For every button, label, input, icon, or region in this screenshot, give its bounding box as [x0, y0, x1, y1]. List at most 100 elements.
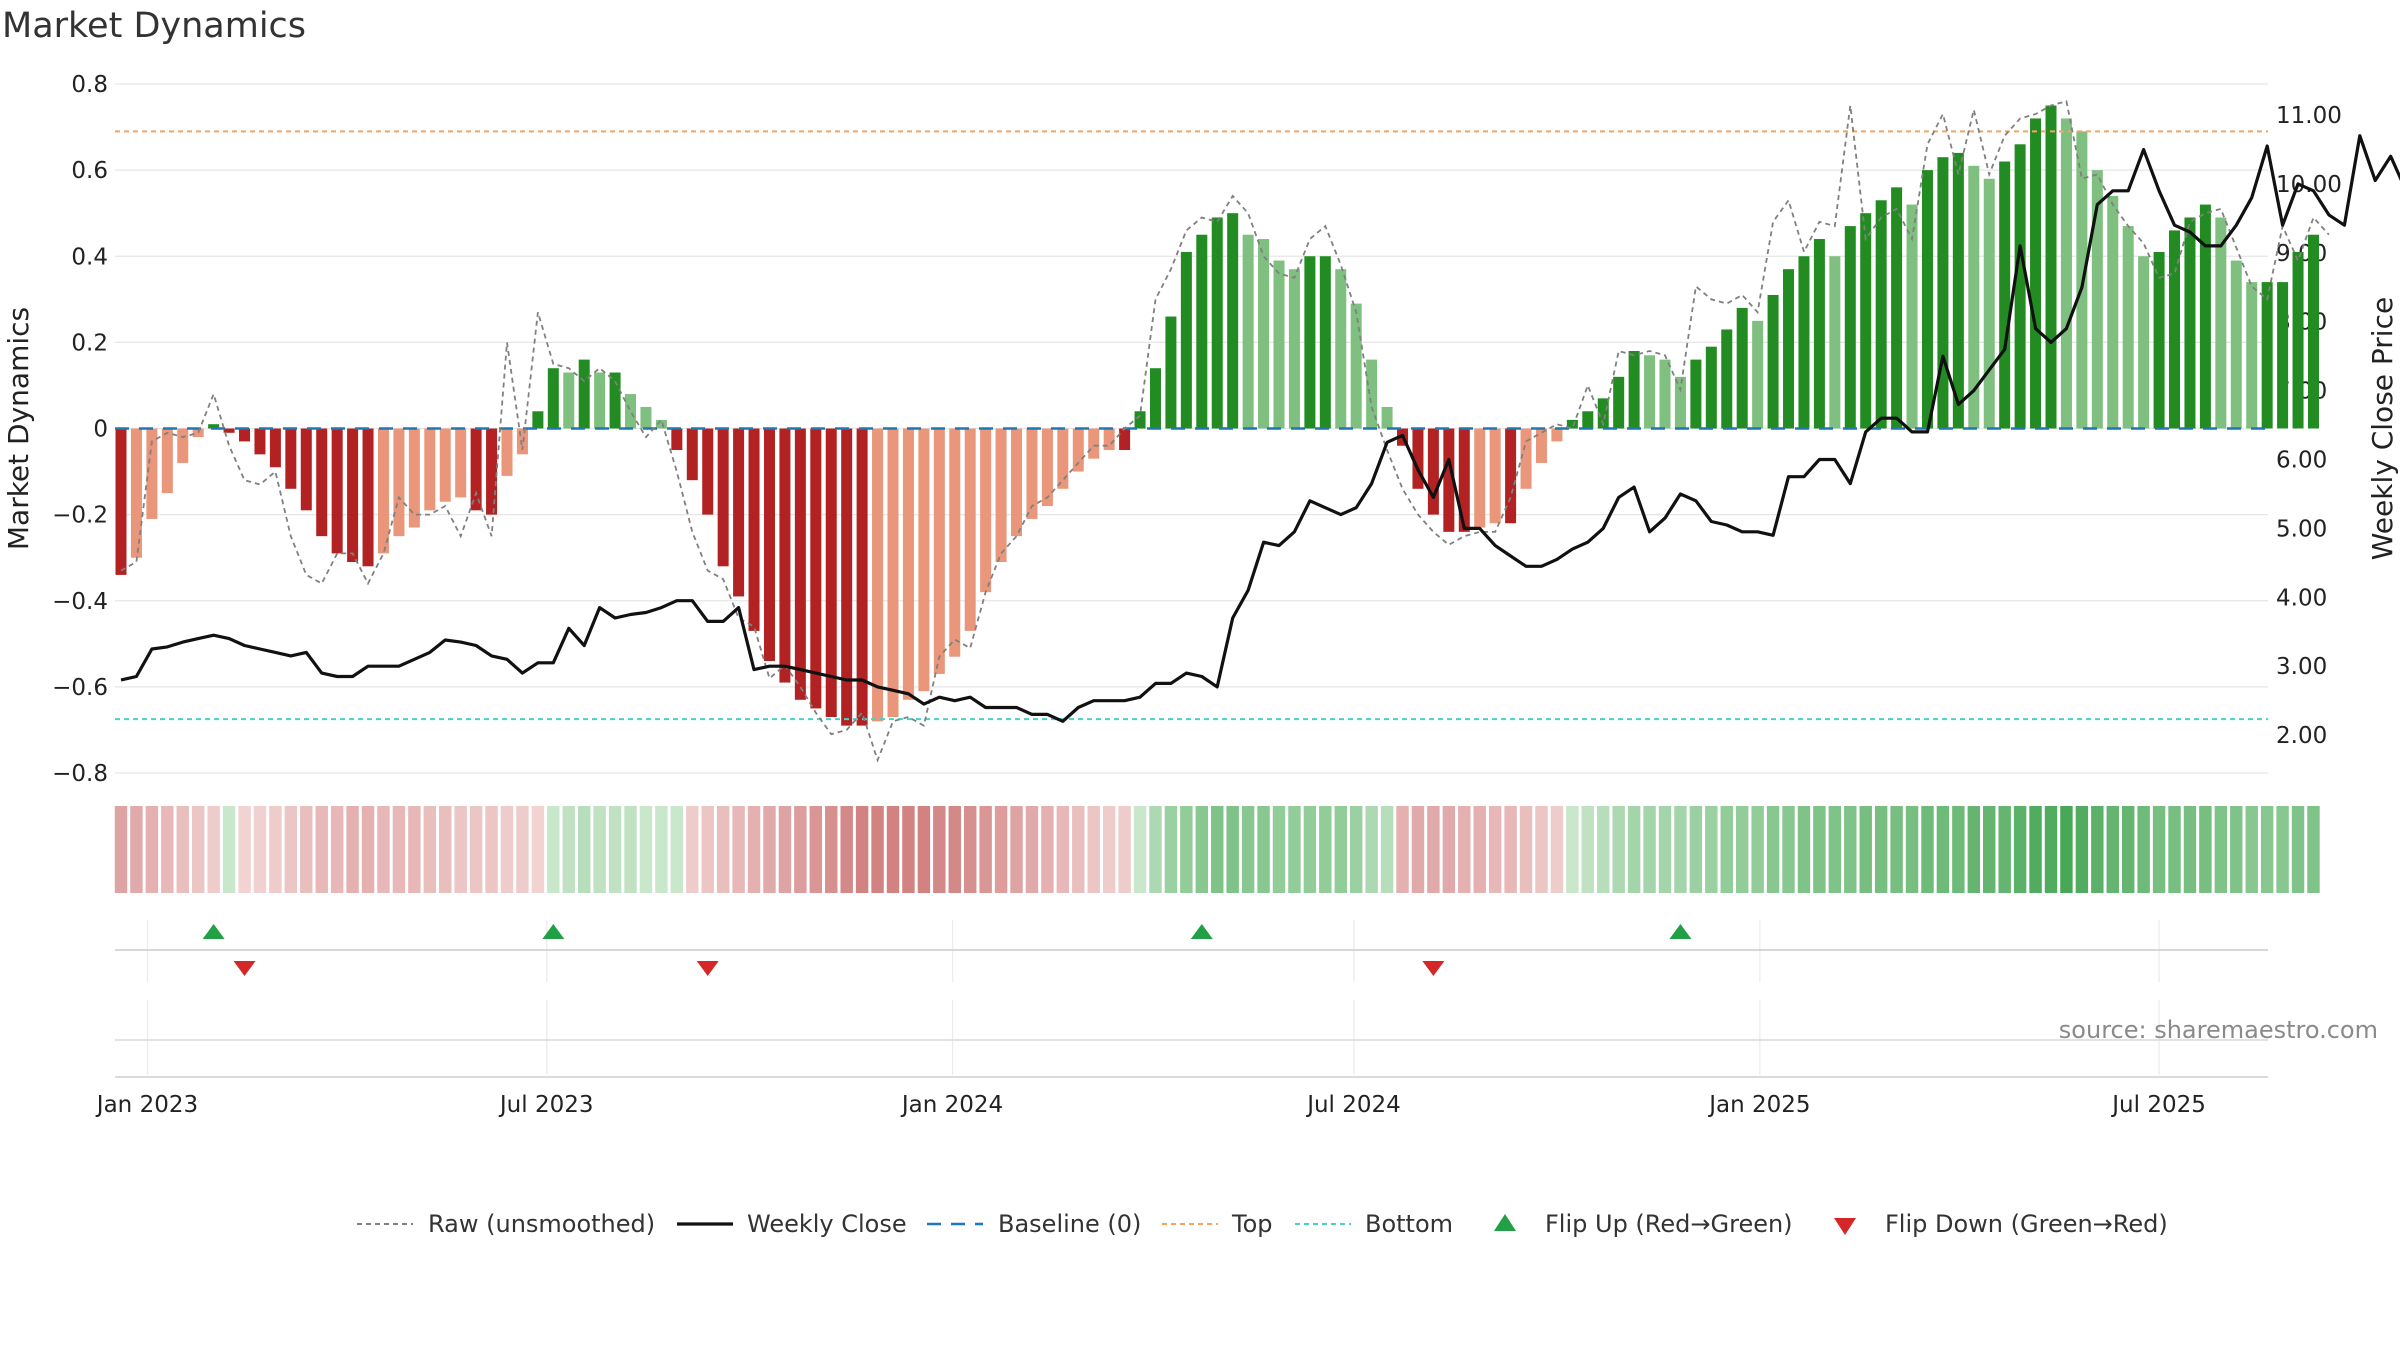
heat-strip-cell: [469, 806, 483, 893]
heat-strip-cell: [346, 806, 359, 893]
dynamics-bar: [1288, 269, 1300, 429]
dynamics-bar: [1026, 428, 1038, 519]
dynamics-bar: [470, 428, 482, 511]
dynamics-bar: [1412, 428, 1424, 489]
heat-strip-cell: [2044, 806, 2058, 893]
dynamics-bar: [1011, 428, 1023, 537]
dynamics-bar: [1072, 428, 1084, 472]
heat-strip-cell: [284, 806, 298, 893]
dynamics-bar: [1783, 269, 1795, 429]
heat-strip-cell: [1010, 806, 1023, 893]
heat-strip-cell: [2307, 806, 2320, 893]
heat-strip-cell: [1720, 806, 1733, 893]
heat-strip-cell: [1025, 806, 1039, 893]
heat-strip-cell: [948, 806, 961, 893]
dynamics-bar: [1227, 213, 1239, 429]
heat-strip-cell: [2168, 806, 2181, 893]
x-tick-label: Jan 2025: [1707, 1092, 1810, 1118]
heat-strip-cell: [1627, 806, 1641, 893]
dynamics-bar: [331, 428, 343, 554]
dynamics-bar: [1999, 161, 2011, 429]
dynamics-bar: [1489, 428, 1501, 524]
legend-flip-up-label: Flip Up (Red→Green): [1545, 1210, 1793, 1238]
dynamics-bar: [1752, 320, 1764, 429]
dynamics-bar: [779, 428, 791, 683]
heat-strip-cell: [1705, 806, 1718, 893]
heat-strip-cell: [1118, 806, 1131, 893]
y-right-tick-label: 5.00: [2276, 516, 2327, 542]
heat-strip-cell: [562, 806, 575, 893]
y-right-axis-label: Weekly Close Price: [2366, 297, 2399, 560]
heat-strip-cell: [253, 806, 267, 893]
dynamics-bar: [1736, 307, 1748, 429]
heat-strip-cell: [1072, 806, 1085, 893]
dynamics-bar: [1690, 359, 1702, 429]
legend-bottom-label: Bottom: [1365, 1210, 1453, 1238]
dynamics-bar: [2261, 282, 2273, 429]
heat-strip-cell: [516, 806, 529, 893]
heat-strip-cell: [1396, 806, 1409, 893]
dynamics-bar: [285, 428, 297, 489]
flip-up-marker: [1190, 924, 1213, 939]
y-left-tick-label: −0.2: [52, 503, 108, 529]
dynamics-bar: [1427, 428, 1439, 515]
dynamics-bar: [2169, 230, 2181, 429]
legend-flip-up-swatch: [1494, 1214, 1516, 1231]
dynamics-bar: [1273, 260, 1285, 429]
heat-strip-cell: [1241, 806, 1255, 893]
dynamics-bar: [1968, 165, 1980, 429]
dynamics-bar: [377, 428, 389, 554]
dynamics-bar: [640, 406, 652, 429]
heat-strip-cell: [778, 806, 792, 893]
dynamics-bar: [2153, 251, 2165, 429]
dynamics-bar: [918, 428, 930, 692]
dynamics-bar: [1535, 428, 1547, 463]
dynamics-bar: [2307, 234, 2319, 429]
dynamics-bar: [501, 428, 513, 476]
heat-strip-cell: [1550, 806, 1564, 893]
dynamics-bar: [2138, 256, 2150, 429]
flip-up-marker: [542, 924, 565, 939]
dynamics-bar: [1119, 428, 1131, 451]
dynamics-bar: [2230, 260, 2242, 429]
heat-strip-cell: [454, 806, 467, 893]
heat-strip-cell: [1380, 806, 1394, 893]
dynamics-bar: [2060, 118, 2072, 429]
dynamics-bar: [1319, 256, 1331, 429]
heat-strip-cell: [963, 806, 977, 893]
dynamics-bar: [2014, 144, 2026, 429]
heat-strip-cell: [1473, 806, 1486, 893]
heat-strip-cell: [1102, 806, 1116, 893]
heat-strip-cell: [1087, 806, 1100, 893]
dynamics-bar: [223, 428, 235, 433]
heat-strip-cell: [1782, 806, 1795, 893]
dynamics-bar: [1628, 350, 1640, 429]
heat-strip-cell: [1535, 806, 1548, 893]
legend-baseline-label: Baseline (0): [998, 1210, 1141, 1238]
heat-strip-cell: [2121, 806, 2135, 893]
dynamics-bar: [1242, 234, 1254, 429]
heat-strip-cell: [392, 806, 406, 893]
heat-strip-cell: [1319, 806, 1332, 893]
heat-strip-cell: [114, 806, 128, 893]
dynamics-bar: [486, 428, 498, 515]
dynamics-bar: [1566, 419, 1578, 429]
dynamics-bar: [1381, 406, 1393, 429]
dynamics-bar: [177, 428, 189, 463]
heat-strip-cell: [2291, 806, 2305, 893]
dynamics-bar: [733, 428, 745, 597]
heat-strip-cell: [1581, 806, 1595, 893]
dynamics-bar: [1644, 355, 1656, 429]
dynamics-bar: [1165, 316, 1177, 429]
heat-strip-cell: [1427, 806, 1440, 893]
dynamics-bar: [810, 428, 822, 709]
dynamics-bar: [1304, 256, 1316, 429]
dynamics-bar: [1582, 411, 1594, 429]
y-left-tick-label: 0.4: [71, 244, 108, 270]
dynamics-bar: [763, 428, 775, 662]
heat-strip-cell: [1735, 806, 1749, 893]
heat-strip-cell: [1504, 806, 1517, 893]
heat-strip-cell: [1041, 806, 1054, 893]
dynamics-bar: [516, 428, 528, 455]
